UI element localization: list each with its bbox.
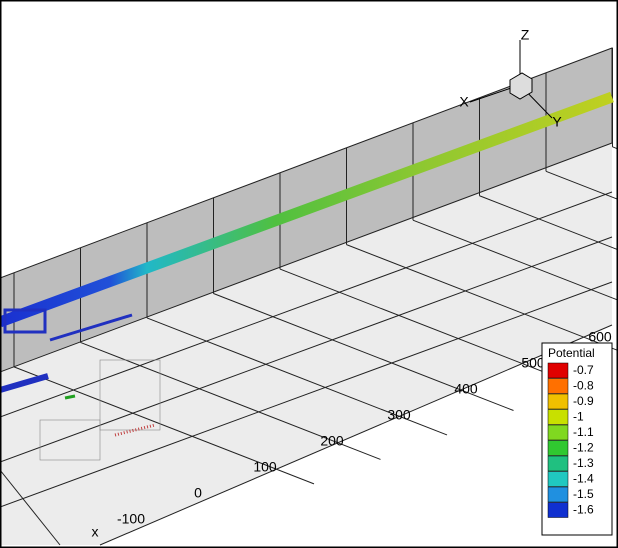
axis-name: x	[92, 524, 99, 540]
legend-label: -0.7	[573, 363, 594, 377]
triad: Z X Y	[459, 27, 562, 130]
legend: Potential -0.7 -0.8-0.9 -1-1.1 -1.2-1.3 -1.4…	[541, 342, 613, 536]
floor-line	[13, 366, 315, 485]
floor-line	[0, 281, 613, 508]
legend-swatch	[547, 486, 569, 503]
floor-line	[479, 195, 618, 251]
tick-label: -100	[117, 511, 145, 527]
floor-grid	[0, 146, 618, 546]
tick-label: 400	[454, 381, 478, 397]
legend-label: -1.4	[573, 472, 594, 486]
triad-label: Z	[521, 27, 530, 43]
floor-details	[39, 359, 161, 461]
floor-line	[213, 293, 514, 411]
tick-label: 300	[387, 407, 411, 423]
floor	[0, 143, 612, 545]
legend-swatch	[547, 471, 569, 487]
tick-label: 600	[588, 329, 612, 345]
legend-swatch	[547, 440, 569, 456]
legend-label: -0.8	[573, 379, 594, 393]
triad-label: Y	[552, 114, 562, 130]
triad-cube	[509, 72, 533, 100]
legend-label: -1	[573, 410, 584, 424]
floor-line	[412, 219, 618, 301]
legend-label: -1.5	[573, 487, 594, 501]
tube	[0, 91, 614, 328]
legend-label: -1.1	[573, 425, 594, 439]
legend-label: -1.2	[573, 441, 594, 455]
legend-swatch	[547, 409, 569, 425]
floor-line	[346, 244, 618, 352]
tick-label: 0	[194, 485, 202, 501]
axis-ticks: -100 0 100 200 300 400 500 600	[117, 329, 612, 527]
tick-label: 200	[320, 433, 344, 449]
legend-label: -1.3	[573, 456, 594, 470]
legend-swatch	[547, 393, 569, 410]
tick-label: 100	[253, 459, 277, 475]
triad-label: X	[459, 94, 469, 110]
legend-swatch	[547, 455, 569, 472]
floor-line	[146, 317, 448, 436]
floor-line	[0, 191, 613, 418]
floor-line	[80, 341, 381, 460]
floor-edge	[0, 469, 61, 546]
floor-line	[279, 268, 581, 387]
legend-swatch	[547, 502, 569, 518]
tick-label: 500	[521, 355, 545, 371]
legend-label: -0.9	[573, 394, 594, 408]
legend-label: -1.6	[573, 503, 594, 517]
legend-swatch	[547, 362, 569, 379]
legend-swatch	[547, 424, 569, 441]
floor-edge	[99, 324, 613, 546]
floor-line	[0, 236, 613, 463]
floor-line	[545, 170, 618, 200]
legend-title: Potential	[548, 346, 595, 360]
structure	[0, 308, 133, 393]
legend-swatch	[547, 378, 569, 394]
